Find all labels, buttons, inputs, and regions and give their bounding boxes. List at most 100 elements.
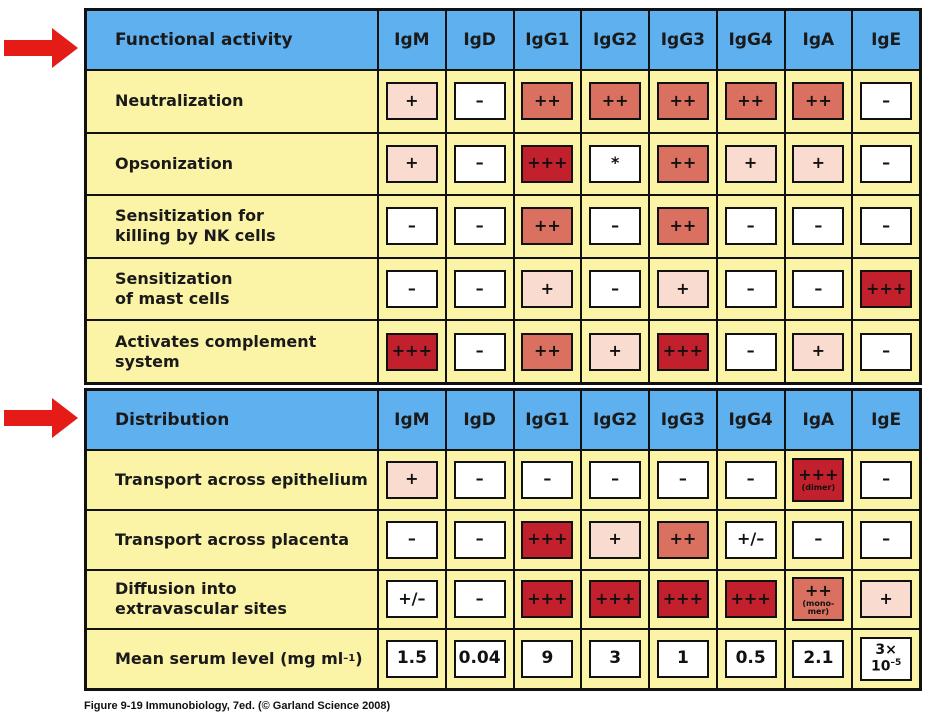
table-cell: ++ (785, 71, 852, 132)
activity-level-value: ++ (737, 90, 765, 110)
serum-ige-base: 3× (875, 642, 897, 659)
table-cell: – (853, 71, 919, 132)
activity-level-value: +++ (866, 278, 907, 298)
activity-level-box: +/– (724, 520, 777, 559)
activity-level-box: – (589, 460, 642, 499)
table-cell: 0.5 (717, 630, 784, 688)
serum-level-value: 0.5 (724, 640, 777, 679)
table-cell: – (446, 570, 513, 629)
activity-level-box: – (453, 520, 506, 559)
activity-level-box: ++ (792, 82, 845, 121)
activity-level-box: – (453, 332, 506, 371)
table-cell: + (379, 71, 445, 132)
header-igd: IgD (446, 391, 513, 449)
activity-level-box: * (589, 144, 642, 183)
activity-level-value: – (746, 216, 755, 236)
table-cell: – (785, 196, 852, 257)
activity-level-value: – (882, 341, 891, 361)
header-igg3: IgG3 (650, 11, 716, 69)
table-cell: +++ (514, 510, 581, 569)
row-label-neutralization: Neutralization (87, 71, 377, 132)
table-cell: – (446, 196, 513, 257)
activity-level-value: ++ (533, 341, 561, 361)
activity-level-value: – (882, 469, 891, 489)
activity-level-box: ++ (521, 82, 574, 121)
activity-level-value: – (543, 469, 552, 489)
activity-level-box: – (860, 207, 913, 246)
table-cell: – (446, 258, 513, 320)
table-cell: – (853, 196, 919, 257)
activity-level-box: + (521, 270, 574, 309)
table-cell: 3 (582, 630, 648, 688)
activity-level-value: + (405, 153, 419, 173)
header-iga: IgA (785, 11, 852, 69)
distribution-header: Distribution (87, 391, 377, 449)
serum-level-value: 1 (656, 640, 709, 679)
table-cell: – (379, 258, 445, 320)
activity-level-value: +++ (391, 341, 432, 361)
activity-level-note: (mono- mer) (802, 598, 835, 616)
activity-level-box: – (792, 270, 845, 309)
activity-level-value: +/– (737, 529, 765, 549)
activity-level-box: – (860, 460, 913, 499)
activity-level-value: – (407, 278, 416, 298)
table-cell: – (853, 321, 919, 382)
header-ige: IgE (853, 11, 919, 69)
activity-level-value: + (676, 278, 690, 298)
table-cell: – (446, 451, 513, 509)
table-cell: ++ (717, 71, 784, 132)
header-iga: IgA (785, 391, 852, 449)
table-cell: – (785, 258, 852, 320)
activity-level-value: +++ (595, 588, 636, 608)
activity-level-value: – (746, 341, 755, 361)
activity-level-box: ++ (656, 144, 709, 183)
row-label-sensitization-for-killing-by-nk-cells: Sensitization for killing by NK cells (87, 196, 377, 257)
row-label-text: Sensitization for killing by NK cells (115, 206, 276, 246)
table-cell: + (785, 321, 852, 382)
activity-level-value: +++ (527, 529, 568, 549)
activity-level-box: – (589, 270, 642, 309)
functional-activity-table: Functional activity IgM IgD IgG1 IgG2 Ig… (84, 8, 922, 385)
activity-level-box: ++ (656, 520, 709, 559)
header-igg4: IgG4 (717, 391, 784, 449)
table-cell: – (582, 451, 648, 509)
table-cell: 1.5 (379, 630, 445, 688)
activity-level-value: – (475, 529, 484, 549)
activity-level-box: +++ (dimer) (792, 457, 845, 502)
activity-level-box: + (792, 144, 845, 183)
activity-level-box: +++ (589, 580, 642, 619)
serum-ige-mantissa: 10 (871, 658, 891, 675)
table-cell: ++ (582, 71, 648, 132)
serum-level-value: 3 (589, 640, 642, 679)
serum-level-value: 2.1 (792, 640, 845, 679)
table-cell: + (379, 451, 445, 509)
activity-level-value: + (540, 278, 555, 298)
table-cell: + (379, 133, 445, 195)
activity-level-box: +++ (656, 332, 709, 371)
activity-level-value: +++ (527, 153, 568, 173)
activity-level-value: +/– (398, 588, 426, 608)
activity-level-value: ++ (804, 90, 832, 110)
row-label-text: Transport across epithelium (115, 469, 368, 489)
functional-activity-header: Functional activity (87, 11, 377, 69)
activity-level-box: – (385, 270, 438, 309)
table-cell: 0.04 (446, 630, 513, 688)
header-ige: IgE (853, 391, 919, 449)
row-label-text: Diffusion into extravascular sites (115, 579, 287, 619)
activity-level-box: +++ (521, 520, 574, 559)
activity-level-value: ++ (804, 580, 832, 600)
activity-level-box: +++ (860, 270, 913, 309)
activity-level-value: – (882, 216, 891, 236)
activity-level-value: – (611, 469, 620, 489)
activity-level-value: – (882, 153, 891, 173)
table-cell: +++ (dimer) (785, 451, 852, 509)
header-igg4: IgG4 (717, 11, 784, 69)
serum-label-close: ) (355, 649, 363, 669)
activity-level-value: – (611, 278, 620, 298)
arrow-distribution-icon (4, 398, 78, 438)
activity-level-box: + (385, 82, 438, 121)
activity-level-box: + (656, 270, 709, 309)
activity-level-box: + (385, 460, 438, 499)
row-label-sensitization-of-mast-cells: Sensitization of mast cells (87, 258, 377, 320)
table-cell: +++ (582, 570, 648, 629)
